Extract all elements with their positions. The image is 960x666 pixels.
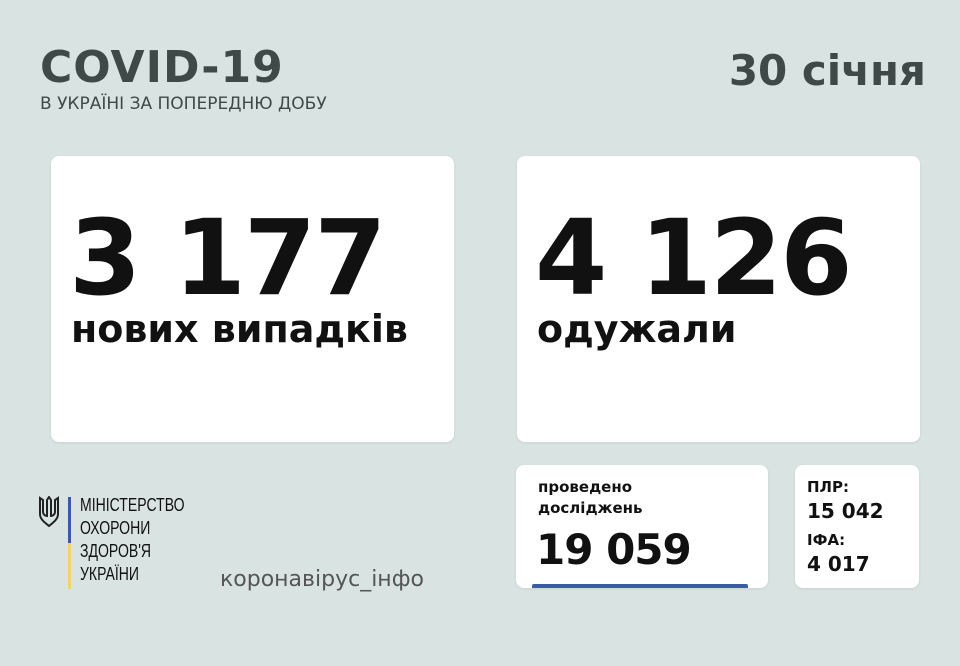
- tests-accent-bar: [532, 584, 748, 588]
- recovered-label: одужали: [537, 307, 737, 351]
- new-cases-card: 3 177 нових випадків: [51, 156, 454, 442]
- new-cases-value: 3 177: [69, 197, 387, 319]
- tests-breakdown-card: ПЛР: 15 042 ІФА: 4 017: [795, 465, 919, 588]
- ifa-value: 4 017: [807, 552, 870, 576]
- ministry-line: УКРАЇНИ: [80, 564, 140, 584]
- ministry-line: ОХОРОНИ: [80, 518, 151, 538]
- tests-card: проведено досліджень 19 059: [516, 465, 768, 588]
- flag-divider: [68, 497, 71, 589]
- trident-icon: [39, 496, 59, 528]
- tests-label-line1: проведено: [538, 478, 633, 496]
- ministry-line: ЗДОРОВ'Я: [80, 541, 152, 561]
- pcr-label: ПЛР:: [807, 478, 850, 496]
- tests-label: проведено досліджень: [538, 477, 643, 519]
- ministry-line: МІНІСТЕРСТВО: [80, 495, 185, 515]
- new-cases-label: нових випадків: [71, 307, 408, 351]
- recovered-value: 4 126: [535, 197, 853, 319]
- tests-value: 19 059: [536, 525, 692, 574]
- tests-label-line2: досліджень: [538, 499, 643, 517]
- page-title: COVID-19: [40, 42, 284, 93]
- page-subtitle: В УКРАЇНІ ЗА ПОПЕРЕДНЮ ДОБУ: [40, 94, 327, 114]
- ministry-name: МІНІСТЕРСТВО ОХОРОНИ ЗДОРОВ'Я УКРАЇНИ: [80, 494, 185, 586]
- report-date: 30 січня: [728, 46, 926, 95]
- recovered-card: 4 126 одужали: [517, 156, 920, 442]
- ifa-label: ІФА:: [807, 531, 846, 549]
- pcr-value: 15 042: [807, 499, 884, 523]
- site-name: коронавірус_інфо: [220, 567, 424, 592]
